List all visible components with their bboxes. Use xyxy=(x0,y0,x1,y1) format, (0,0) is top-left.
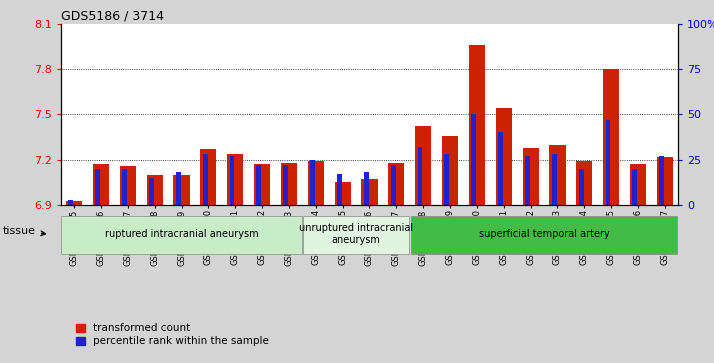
Bar xyxy=(308,161,324,205)
Bar xyxy=(122,169,127,205)
Bar xyxy=(605,120,610,205)
Bar xyxy=(281,163,297,205)
Bar xyxy=(203,154,208,205)
Bar xyxy=(201,149,216,205)
Bar xyxy=(227,154,243,205)
Bar xyxy=(361,179,378,205)
Bar xyxy=(576,161,593,205)
Bar xyxy=(230,156,234,205)
Legend: transformed count, percentile rank within the sample: transformed count, percentile rank withi… xyxy=(72,319,273,351)
Bar xyxy=(525,156,530,205)
Text: unruptured intracranial
aneurysm: unruptured intracranial aneurysm xyxy=(299,223,413,245)
Text: tissue: tissue xyxy=(3,226,46,236)
Bar xyxy=(391,165,396,205)
Bar xyxy=(364,172,368,205)
Bar xyxy=(578,169,583,205)
Bar xyxy=(442,135,458,205)
Bar xyxy=(603,69,619,205)
Bar xyxy=(471,114,476,205)
Bar xyxy=(96,169,100,205)
Bar xyxy=(411,216,678,254)
Bar xyxy=(149,178,154,205)
Bar xyxy=(633,169,637,205)
Bar xyxy=(93,164,109,205)
Bar xyxy=(469,45,485,205)
Bar xyxy=(254,164,270,205)
Bar xyxy=(444,154,449,205)
Bar xyxy=(659,156,664,205)
Text: superficial temporal artery: superficial temporal artery xyxy=(478,229,610,239)
Bar xyxy=(388,163,404,205)
Bar xyxy=(549,144,565,205)
Bar xyxy=(146,175,163,205)
Bar xyxy=(552,154,557,205)
Bar xyxy=(496,108,512,205)
Bar xyxy=(283,165,288,205)
Bar xyxy=(310,160,315,205)
Bar xyxy=(174,175,190,205)
Bar xyxy=(657,157,673,205)
Bar xyxy=(61,216,301,254)
Bar xyxy=(337,174,342,205)
Bar xyxy=(523,148,538,205)
Bar xyxy=(498,132,503,205)
Bar xyxy=(176,172,181,205)
Text: ruptured intracranial aneurysm: ruptured intracranial aneurysm xyxy=(105,229,258,239)
Bar xyxy=(418,147,423,205)
Bar xyxy=(630,164,646,205)
Bar xyxy=(415,126,431,205)
Bar xyxy=(303,216,409,254)
Bar xyxy=(69,200,74,205)
Text: GDS5186 / 3714: GDS5186 / 3714 xyxy=(61,9,164,23)
Bar xyxy=(66,201,82,205)
Bar xyxy=(120,166,136,205)
Bar xyxy=(256,165,261,205)
Bar xyxy=(335,183,351,205)
